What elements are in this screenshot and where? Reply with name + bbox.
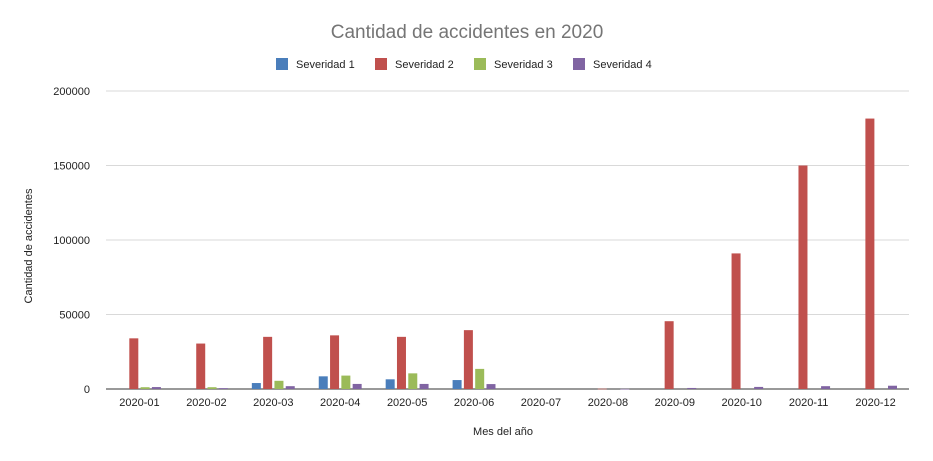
bar-severidad-2-2020-08 [597, 388, 607, 390]
x-tick-label: 2020-09 [655, 397, 695, 409]
y-axis-label: Cantidad de accidentes [23, 188, 35, 303]
y-tick-label: 150000 [53, 161, 90, 173]
legend-swatch-severidad-4 [573, 58, 585, 70]
chart-title: Cantidad de accidentes en 2020 [331, 22, 604, 43]
bar-severidad-1-2020-04 [318, 376, 328, 389]
x-tick-label: 2020-06 [454, 397, 494, 409]
x-tick-label: 2020-10 [722, 397, 762, 409]
bar-severidad-4-2020-06 [486, 384, 496, 389]
x-tick-label: 2020-08 [588, 397, 628, 409]
x-tick-label: 2020-11 [789, 397, 829, 409]
x-tick-label: 2020-07 [521, 397, 561, 409]
y-axis-ticks: 0 50000 100000 150000 200000 [53, 86, 90, 396]
bar-severidad-3-2020-02 [207, 387, 217, 389]
bar-severidad-2-2020-11 [798, 165, 808, 389]
bar-severidad-2-2020-06 [463, 330, 473, 389]
bar-severidad-4-2020-08 [620, 388, 630, 390]
bar-severidad-2-2020-09 [664, 321, 674, 389]
legend-swatch-severidad-1 [276, 58, 288, 70]
y-tick-label: 50000 [59, 310, 90, 322]
x-tick-label: 2020-01 [119, 397, 159, 409]
y-tick-label: 0 [84, 384, 90, 396]
x-tick-label: 2020-02 [186, 397, 226, 409]
bar-severidad-2-2020-01 [129, 338, 139, 389]
bar-severidad-3-2020-05 [408, 373, 418, 389]
x-tick-label: 2020-04 [320, 397, 360, 409]
bar-severidad-4-2020-11 [821, 386, 831, 389]
bar-severidad-3-2020-03 [274, 380, 284, 389]
bar-severidad-4-2020-03 [285, 386, 295, 389]
bar-severidad-4-2020-10 [754, 386, 764, 389]
bar-severidad-2-2020-04 [330, 335, 340, 389]
bar-severidad-2-2020-02 [196, 343, 206, 389]
bar-severidad-4-2020-05 [419, 383, 429, 389]
bar-severidad-2-2020-05 [396, 336, 406, 389]
bar-severidad-3-2020-04 [341, 375, 351, 389]
bar-severidad-4-2020-04 [352, 383, 362, 389]
legend-swatch-severidad-2 [375, 58, 387, 70]
legend-swatch-severidad-3 [474, 58, 486, 70]
gridlines [106, 90, 909, 390]
legend-label: Severidad 3 [494, 59, 553, 71]
bar-severidad-2-2020-03 [263, 336, 273, 389]
legend-label: Severidad 2 [395, 59, 454, 71]
bar-severidad-2-2020-10 [731, 253, 741, 389]
bar-severidad-4-2020-01 [151, 387, 161, 389]
legend-label: Severidad 4 [593, 59, 652, 71]
bar-severidad-2-2020-12 [865, 118, 875, 389]
bar-severidad-1-2020-05 [385, 379, 395, 389]
x-tick-label: 2020-05 [387, 397, 427, 409]
bar-severidad-3-2020-01 [140, 387, 150, 389]
bar-severidad-1-2020-03 [251, 383, 261, 389]
bar-severidad-4-2020-09 [687, 387, 697, 389]
x-tick-label: 2020-12 [855, 397, 895, 409]
bar-severidad-4-2020-12 [887, 385, 897, 389]
y-tick-label: 100000 [53, 235, 90, 247]
bars [129, 118, 897, 390]
legend-label: Severidad 1 [296, 59, 355, 71]
x-axis-label: Mes del año [473, 426, 533, 438]
bar-severidad-3-2020-06 [475, 368, 485, 389]
chart-legend: Severidad 1 Severidad 2 Severidad 3 Severid… [276, 58, 652, 71]
y-tick-label: 200000 [53, 86, 90, 98]
x-tick-label: 2020-03 [253, 397, 293, 409]
x-axis-ticks: 2020-01 2020-02 2020-03 2020-04 2020-05 2020-… [119, 397, 895, 409]
bar-severidad-4-2020-02 [218, 388, 228, 389]
bar-severidad-1-2020-06 [452, 380, 462, 389]
